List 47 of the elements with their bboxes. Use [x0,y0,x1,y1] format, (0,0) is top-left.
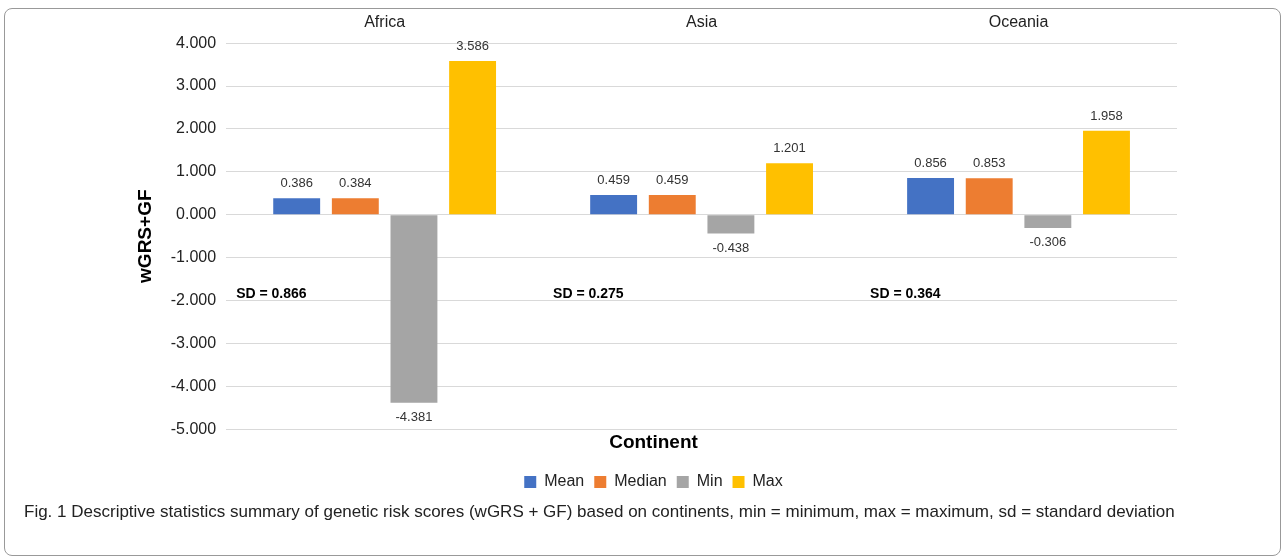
data-label: 0.459 [597,172,630,188]
bar [273,198,321,215]
legend-label: Mean [544,472,585,490]
legend-label: Min [696,472,723,490]
data-label: 1.958 [1090,107,1123,123]
annotation: SD = 0.275 [553,284,624,301]
bar [648,195,696,215]
bar [1024,215,1072,228]
data-label: -0.438 [712,239,750,255]
data-label: 0.386 [280,175,313,191]
x-axis-title: Continent [609,430,699,452]
bar [449,60,497,215]
bar [766,163,813,215]
x-tick-label: Asia [686,13,718,31]
bar [707,215,755,234]
y-tick-label: 2.000 [176,119,217,137]
caption: Fig. 1 Descriptive statistics summary of genetic risk scores (wGRS + GF) based on continents, min = minimum, max = maximum, sd = standard deviation [24,501,1176,523]
y-tick-label: 4.000 [176,33,217,51]
y-tick-label: -5.000 [170,419,217,437]
y-tick-label: -2.000 [170,290,217,308]
legend-label: Max [752,472,783,490]
x-tick-label: Oceania [988,13,1049,31]
y-tick-label: -1.000 [170,248,217,266]
data-label: 1.201 [773,140,806,156]
data-label: 0.853 [972,155,1006,171]
data-label: 3.586 [456,38,489,54]
y-tick-label: 1.000 [176,162,217,180]
data-label: 0.459 [655,172,689,188]
legend-label: Median [614,472,667,490]
y-tick-label: -3.000 [170,333,217,351]
x-tick-label: Africa [364,13,406,31]
bar [1083,130,1130,215]
y-tick-label: 3.000 [176,76,217,94]
data-label: -0.306 [1029,233,1067,249]
bar [965,178,1013,215]
annotation: SD = 0.364 [870,284,941,301]
bar [390,215,438,403]
data-label: 0.384 [339,175,372,191]
annotation: SD = 0.866 [236,284,307,301]
bar [590,195,638,215]
data-label: -4.381 [395,408,433,424]
y-tick-label: 0.000 [176,205,217,223]
y-tick-label: -4.000 [170,376,217,394]
bar [331,198,379,215]
data-label: 0.856 [914,155,947,171]
y-axis-title: wGRS+GF [133,189,155,284]
bar [907,178,955,215]
